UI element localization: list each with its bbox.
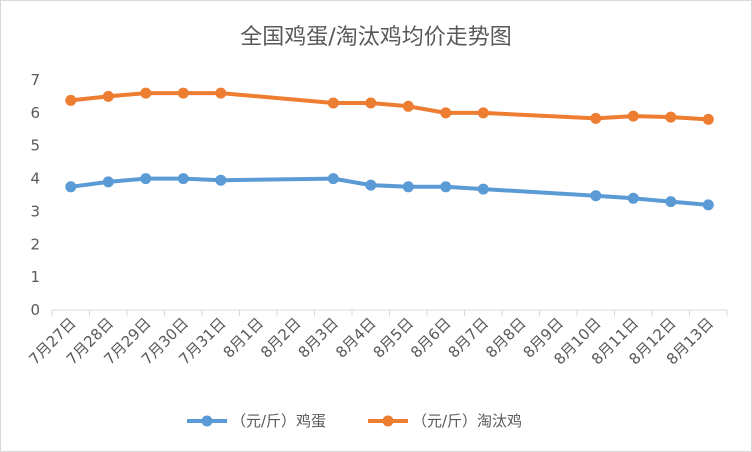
legend: （元/斤）鸡蛋 （元/斤）淘汰鸡 — [187, 412, 522, 430]
y-tick-label: 2 — [30, 235, 40, 253]
data-point-series-2 — [627, 110, 639, 122]
y-tick-label: 7 — [30, 71, 40, 89]
data-point-series-2 — [590, 112, 602, 124]
series-line-1 — [68, 176, 711, 207]
data-point-series-2 — [365, 97, 377, 109]
data-point-series-1 — [665, 196, 677, 208]
data-point-series-2 — [477, 107, 489, 119]
series-line-2 — [68, 91, 711, 122]
legend-label-1: （元/斤）鸡蛋 — [231, 412, 326, 430]
data-point-series-1 — [327, 173, 339, 185]
data-point-series-1 — [627, 192, 639, 204]
data-point-series-2 — [327, 97, 339, 109]
y-tick-label: 1 — [30, 268, 40, 286]
data-point-series-1 — [65, 181, 77, 193]
data-point-series-2 — [65, 94, 77, 106]
legend-label-2: （元/斤）淘汰鸡 — [412, 412, 522, 430]
y-tick-label: 0 — [30, 301, 40, 319]
data-point-series-2 — [177, 87, 189, 99]
data-point-series-2 — [702, 113, 714, 125]
legend-marker-1 — [201, 415, 213, 427]
y-tick-label: 3 — [30, 202, 40, 220]
data-point-series-2 — [665, 111, 677, 123]
data-point-series-1 — [702, 199, 714, 211]
data-point-series-1 — [102, 176, 114, 188]
data-point-series-2 — [440, 107, 452, 119]
data-point-series-2 — [215, 87, 227, 99]
data-point-series-1 — [215, 174, 227, 186]
data-point-series-2 — [402, 100, 414, 112]
series-layer — [65, 87, 714, 211]
data-point-series-1 — [440, 181, 452, 193]
data-point-series-1 — [402, 181, 414, 193]
y-tick-label: 4 — [30, 170, 40, 188]
y-tick-label: 5 — [30, 137, 40, 155]
data-point-series-1 — [140, 173, 152, 185]
data-point-series-1 — [590, 190, 602, 202]
data-point-series-1 — [365, 179, 377, 191]
chart-title: 全国鸡蛋/淘汰鸡均价走势图 — [240, 25, 511, 50]
y-tick-label: 6 — [30, 104, 40, 122]
data-point-series-1 — [177, 173, 189, 185]
data-point-series-2 — [140, 87, 152, 99]
y-axis: 0 1 2 3 4 5 6 7 — [30, 71, 40, 319]
legend-marker-2 — [382, 415, 394, 427]
data-point-series-2 — [102, 90, 114, 102]
data-point-series-1 — [477, 183, 489, 195]
